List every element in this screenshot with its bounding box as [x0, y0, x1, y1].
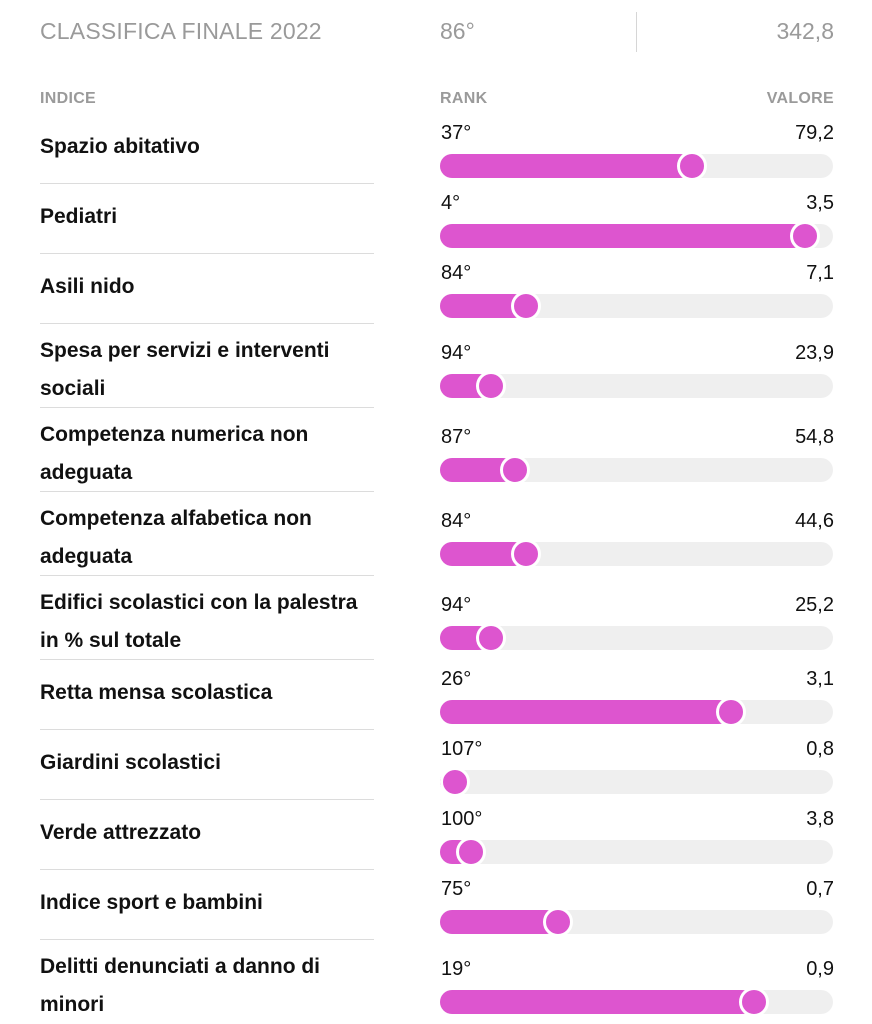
- indicator-bar-fill: [440, 990, 755, 1014]
- column-headers: INDICE RANK VALORE: [40, 90, 834, 110]
- indicator-bar-knob: [739, 987, 770, 1017]
- indicator-value: 54,8: [795, 426, 834, 448]
- indicator-bar-knob: [440, 767, 470, 797]
- summary-header: CLASSIFICA FINALE 2022 86° 342,8: [40, 12, 834, 52]
- indicator-row: Giardini scolastici 107° 0,8: [0, 730, 872, 800]
- indicator-row: Indice sport e bambini 75° 0,7: [0, 870, 872, 940]
- row-divider: [40, 659, 374, 660]
- indicator-value: 79,2: [795, 122, 834, 144]
- column-header-value: VALORE: [766, 90, 834, 107]
- indicator-value: 25,2: [795, 594, 834, 616]
- indicator-bar-track: [440, 987, 833, 1017]
- indicator-label: Competenza alfabetica non adeguata: [40, 507, 312, 568]
- indicator-bar-track: [440, 767, 833, 797]
- indicator-row: Retta mensa scolastica 26° 3,1: [0, 660, 872, 730]
- indicator-bar-knob: [499, 455, 530, 485]
- row-divider: [40, 323, 374, 324]
- indicator-bar-knob: [511, 539, 542, 569]
- indicator-bar-track: [440, 907, 833, 937]
- indicator-bar-knob: [511, 291, 542, 321]
- indicator-rank: 100°: [441, 808, 483, 830]
- indicator-bar-track: [440, 371, 833, 401]
- indicator-row: Competenza numerica non adeguata 87° 54,8: [0, 408, 872, 492]
- row-divider: [40, 575, 374, 576]
- indicator-bar-track: [440, 623, 833, 653]
- indicator-bar-knob: [476, 623, 507, 653]
- indicator-row: Edifici scolastici con la palestra in % …: [0, 576, 872, 660]
- row-divider: [40, 183, 374, 184]
- indicator-bar-fill: [440, 154, 692, 178]
- indicator-label: Indice sport e bambini: [40, 891, 263, 914]
- indicator-rank: 19°: [441, 958, 472, 980]
- indicator-label: Delitti denunciati a danno di minori: [40, 955, 321, 1016]
- indicator-value: 0,8: [806, 738, 834, 760]
- indicator-value: 7,1: [806, 262, 834, 284]
- indicator-rank: 4°: [441, 192, 461, 214]
- indicator-rank: 107°: [441, 738, 483, 760]
- indicator-bar-knob: [676, 151, 707, 181]
- indicator-bar-knob: [790, 221, 821, 251]
- indicator-row: Verde attrezzato 100° 3,8: [0, 800, 872, 870]
- indicator-bar-fill: [440, 700, 731, 724]
- indicator-row: Pediatri 4° 3,5: [0, 184, 872, 254]
- indicator-row: Delitti denunciati a danno di minori 19° 0…: [0, 940, 872, 1024]
- indicator-bar-track: [440, 221, 833, 251]
- indicator-row: Asili nido 84° 7,1: [0, 254, 872, 324]
- indicator-bar-knob: [715, 697, 746, 727]
- row-divider: [40, 491, 374, 492]
- indicator-label: Giardini scolastici: [40, 751, 221, 774]
- indicator-bar-track: [440, 291, 833, 321]
- indicator-row: Competenza alfabetica non adeguata 84° 44,…: [0, 492, 872, 576]
- indicator-rank: 94°: [441, 594, 472, 616]
- indicator-bar-knob: [456, 837, 487, 867]
- indicator-bar-fill: [440, 910, 558, 934]
- indicator-bar-track: [440, 697, 833, 727]
- indicator-rank: 87°: [441, 426, 472, 448]
- column-header-index: INDICE: [40, 90, 97, 107]
- indicator-value: 0,9: [806, 958, 834, 980]
- indicator-value: 44,6: [795, 510, 834, 532]
- indicator-bar-track: [440, 151, 833, 181]
- indicator-value: 3,5: [806, 192, 834, 214]
- indicator-bar-track: [440, 539, 833, 569]
- row-divider: [40, 869, 374, 870]
- indicator-label: Edifici scolastici con la palestra in % …: [40, 591, 358, 652]
- indicator-value: 3,1: [806, 668, 834, 690]
- indicator-bar-knob: [476, 371, 507, 401]
- indicator-row: Spazio abitativo 37° 79,2: [0, 114, 872, 184]
- indicator-label: Spesa per servizi e interventi sociali: [40, 339, 330, 400]
- row-divider: [40, 407, 374, 408]
- indicator-rank: 84°: [441, 262, 472, 284]
- row-divider: [40, 253, 374, 254]
- indicator-rank: 26°: [441, 668, 472, 690]
- indicator-label: Verde attrezzato: [40, 821, 202, 844]
- indicator-bar-fill: [440, 224, 806, 248]
- indicator-row: Spesa per servizi e interventi sociali 94…: [0, 324, 872, 408]
- column-header-rank: RANK: [440, 90, 488, 107]
- final-rank: 86°: [440, 18, 475, 44]
- indicator-rank: 37°: [441, 122, 472, 144]
- indicator-rank: 94°: [441, 342, 472, 364]
- indicator-bar-track: [440, 455, 833, 485]
- indicator-value: 23,9: [795, 342, 834, 364]
- indicator-rank: 84°: [441, 510, 472, 532]
- indicator-label: Asili nido: [40, 275, 135, 298]
- indicator-label: Pediatri: [40, 205, 118, 228]
- indicator-value: 0,7: [806, 878, 834, 900]
- indicator-bar-knob: [542, 907, 573, 937]
- final-value: 342,8: [776, 18, 834, 44]
- final-ranking-title: CLASSIFICA FINALE 2022: [40, 18, 322, 44]
- header-divider: [636, 12, 637, 52]
- indicator-rank: 75°: [441, 878, 472, 900]
- indicator-label: Retta mensa scolastica: [40, 681, 273, 704]
- indicator-label: Spazio abitativo: [40, 135, 200, 158]
- row-divider: [40, 939, 374, 940]
- indicator-bar-track: [440, 837, 833, 867]
- row-divider: [40, 799, 374, 800]
- indicator-label: Competenza numerica non adeguata: [40, 423, 309, 484]
- row-divider: [40, 729, 374, 730]
- indicator-value: 3,8: [806, 808, 834, 830]
